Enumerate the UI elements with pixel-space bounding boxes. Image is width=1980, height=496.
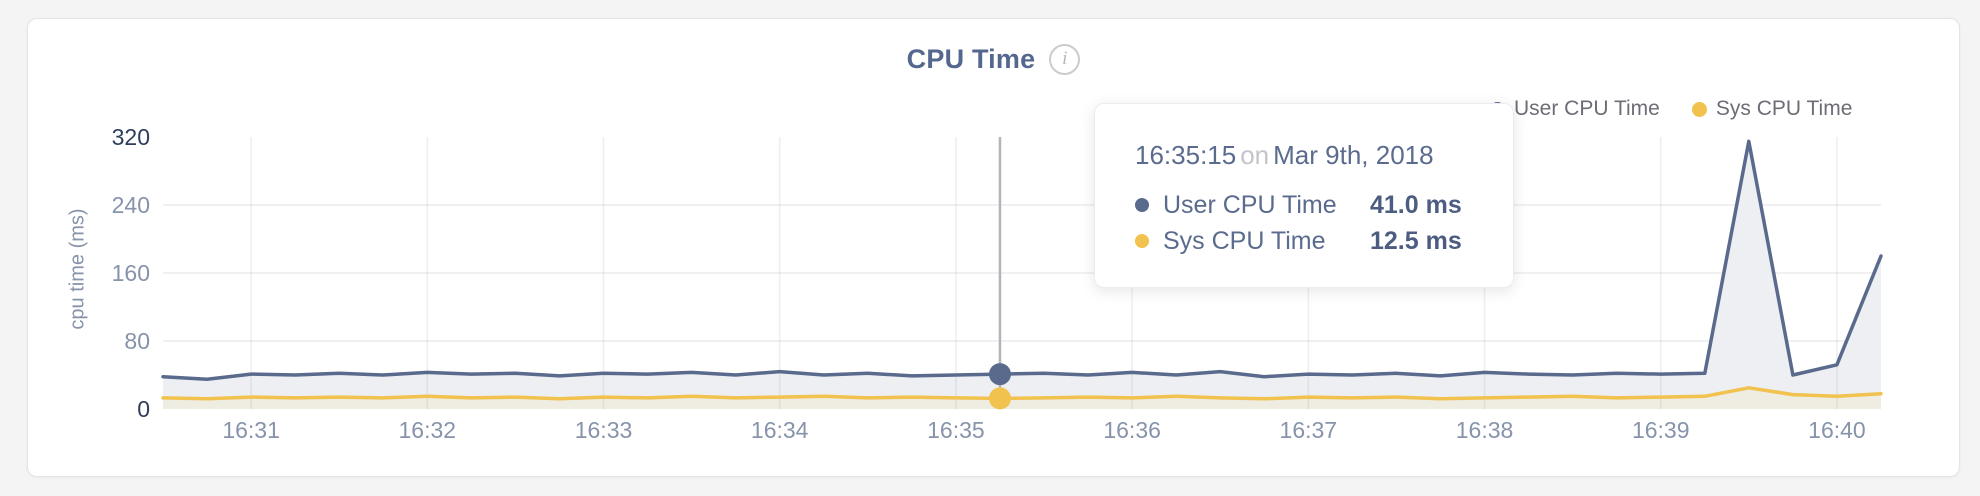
chart-tooltip: 16:35:15 on Mar 9th, 2018 User CPU Time 41… xyxy=(1094,103,1514,288)
sys-series-dot-icon xyxy=(1135,234,1149,248)
x-tick-label: 16:34 xyxy=(750,417,809,443)
y-tick-label: 80 xyxy=(124,328,150,354)
x-tick-label: 16:33 xyxy=(574,417,633,443)
chart-title: CPU Time xyxy=(906,43,1036,74)
cpu-time-chart-card: CPU Time i User CPU Time Sys CPU Time cpu… xyxy=(27,18,1960,477)
x-tick-label: 16:31 xyxy=(222,417,280,443)
user-hover-dot xyxy=(988,363,1011,386)
chart-header: CPU Time i xyxy=(28,41,1959,77)
chart-legend: User CPU Time Sys CPU Time xyxy=(1490,97,1852,121)
legend-dot-icon xyxy=(1691,101,1707,117)
area-fill xyxy=(163,141,1881,410)
x-tick-label: 16:35 xyxy=(927,417,985,443)
tooltip-date: Mar 9th, 2018 xyxy=(1273,140,1434,170)
tooltip-series-value: 12.5 ms xyxy=(1370,226,1462,255)
y-tick-label: 320 xyxy=(111,124,150,150)
tooltip-row: Sys CPU Time 12.5 ms xyxy=(1135,223,1513,259)
tooltip-series-label: Sys CPU Time xyxy=(1163,226,1326,255)
legend-item-sys-cpu-time[interactable]: Sys CPU Time xyxy=(1691,97,1853,121)
cpu-time-plot[interactable] xyxy=(28,19,1961,478)
x-tick-label: 16:39 xyxy=(1631,417,1690,443)
legend-label: Sys CPU Time xyxy=(1715,97,1853,120)
series-line xyxy=(161,386,1883,401)
tooltip-series-value: 41.0 ms xyxy=(1370,190,1462,219)
x-tick-label: 16:36 xyxy=(1103,417,1161,443)
x-tick-label: 16:37 xyxy=(1279,417,1338,443)
tooltip-row: User CPU Time 41.0 ms xyxy=(1135,187,1513,223)
user-series-dot-icon xyxy=(1135,198,1149,212)
tooltip-time: 16:35:15 xyxy=(1135,140,1237,170)
tooltip-conjunction: on xyxy=(1240,140,1270,170)
tooltip-series-label: User CPU Time xyxy=(1163,190,1337,219)
y-tick-label: 240 xyxy=(111,192,150,218)
legend-item-user-cpu-time[interactable]: User CPU Time xyxy=(1490,97,1660,121)
tooltip-title: 16:35:15 on Mar 9th, 2018 xyxy=(1135,140,1513,171)
sys-hover-dot xyxy=(988,387,1011,410)
x-tick-label: 16:40 xyxy=(1808,417,1866,443)
series-line xyxy=(161,139,1883,382)
y-tick-label: 160 xyxy=(111,260,150,286)
info-icon[interactable]: i xyxy=(1049,43,1081,75)
y-tick-label: 0 xyxy=(137,396,150,422)
x-tick-label: 16:38 xyxy=(1455,417,1514,443)
x-tick-label: 16:32 xyxy=(398,417,457,443)
legend-label: User CPU Time xyxy=(1514,97,1660,120)
